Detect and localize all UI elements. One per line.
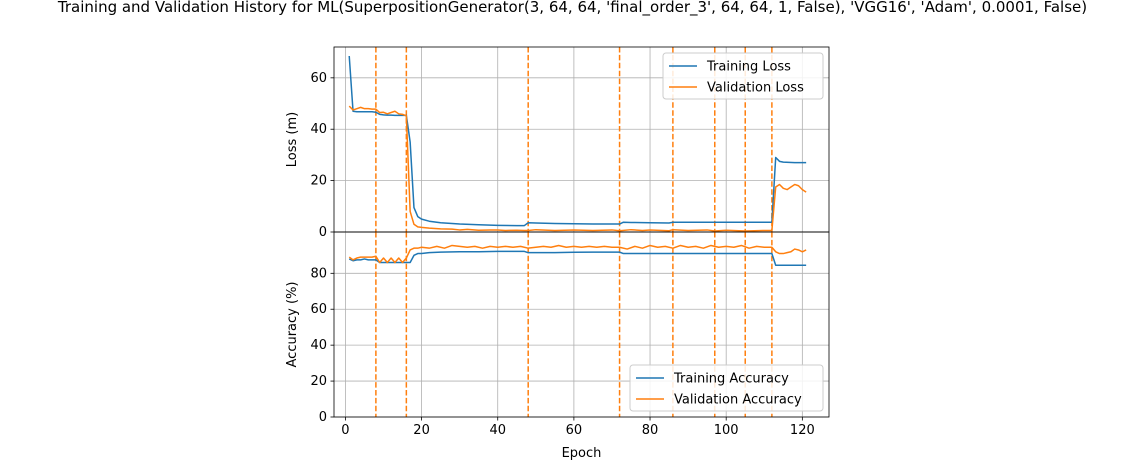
x-tick-label: 100 (714, 423, 739, 438)
series-line-validation-accuracy (348, 244, 807, 264)
y-tick-label: 0 (319, 410, 327, 425)
x-axis-label: Epoch (562, 446, 602, 460)
y-tick-label: 20 (310, 174, 327, 189)
plot-frame (333, 231, 830, 418)
panel-loss: 0 20 40 60 Loss (m) Training Loss Validation L… (285, 46, 830, 240)
series-line-validation-loss (348, 105, 807, 232)
chart-title: Training and Validation History for ML(S… (57, 0, 1088, 16)
x-tick-label: 20 (413, 423, 430, 438)
x-tick-label: 40 (489, 423, 506, 438)
legend-box (629, 364, 824, 412)
legend: Training Accuracy Validation Accuracy (629, 364, 824, 412)
legend-box (662, 52, 824, 100)
series-line-training-accuracy (348, 250, 807, 266)
y-tick-label: 20 (310, 374, 327, 389)
y-tick-label: 80 (310, 266, 327, 281)
legend-label: Validation Loss (707, 81, 804, 96)
y-tick-label: 40 (310, 122, 327, 137)
y-tick-label: 60 (310, 71, 327, 86)
legend-label: Validation Accuracy (674, 393, 802, 408)
x-tick-label: 60 (566, 423, 583, 438)
y-tick-label: 0 (319, 225, 327, 240)
legend-label: Training Accuracy (673, 372, 789, 387)
y-tick-label: 60 (310, 302, 327, 317)
x-tick-label: 120 (790, 423, 815, 438)
y-tick-label: 40 (310, 338, 327, 353)
y-axis-label: Loss (m) (285, 112, 300, 167)
panel-accuracy: 0 20 40 60 80 Accuracy (%) 0 20 40 60 80 100 120 Epoc… (285, 231, 830, 460)
x-tick-label: 0 (341, 423, 349, 438)
x-tick-label: 80 (642, 423, 659, 438)
legend: Training Loss Validation Loss (662, 52, 824, 100)
y-axis-label: Accuracy (%) (285, 282, 300, 368)
series-line-training-loss (348, 55, 807, 227)
legend-label: Training Loss (706, 60, 791, 75)
